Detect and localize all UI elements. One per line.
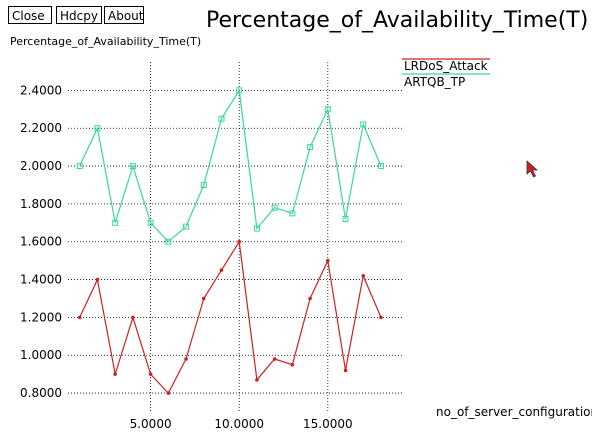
y-tick-label: 1.6000 — [20, 235, 62, 249]
y-tick-label: 0.8000 — [20, 386, 62, 400]
data-point-lrdos-attack — [237, 240, 241, 244]
data-point-lrdos-attack — [379, 316, 383, 320]
data-point-lrdos-attack — [131, 316, 135, 320]
grid-lines — [68, 62, 404, 412]
data-point-lrdos-attack — [220, 268, 224, 272]
data-point-lrdos-attack — [149, 372, 153, 376]
data-point-lrdos-attack — [308, 297, 312, 301]
x-tick-label: 10.0000 — [214, 417, 264, 431]
y-tick-label: 2.0000 — [20, 159, 62, 173]
data-point-lrdos-attack — [113, 372, 117, 376]
data-point-lrdos-attack — [361, 274, 365, 278]
data-point-lrdos-attack — [326, 259, 330, 263]
data-point-lrdos-attack — [273, 357, 277, 361]
data-point-lrdos-attack — [255, 378, 259, 382]
y-tick-label: 1.4000 — [20, 273, 62, 287]
y-tick-labels: 0.8000 1.0000 1.2000 1.4000 1.6000 1.8000 2.00… — [20, 83, 62, 400]
data-point-lrdos-attack — [184, 357, 188, 361]
legend-label: ARTQB_TP — [404, 75, 465, 89]
x-tick-label: 5.0000 — [130, 417, 172, 431]
legend: LRDoS_Attack ARTQB_TP — [402, 59, 490, 89]
x-tick-labels: 5.0000 10.0000 15.0000 — [130, 417, 353, 431]
data-point-lrdos-attack — [202, 297, 206, 301]
y-tick-label: 2.2000 — [20, 121, 62, 135]
y-tick-label: 2.4000 — [20, 83, 62, 97]
data-point-lrdos-attack — [344, 369, 348, 373]
legend-label: LRDoS_Attack — [404, 59, 488, 73]
x-tick-label: 15.0000 — [303, 417, 353, 431]
y-tick-label: 1.2000 — [20, 310, 62, 324]
data-point-lrdos-attack — [291, 363, 295, 367]
y-tick-label: 1.8000 — [20, 197, 62, 211]
mouse-cursor-icon — [526, 160, 542, 180]
data-point-lrdos-attack — [78, 316, 82, 320]
data-point-lrdos-attack — [96, 278, 100, 282]
y-tick-label: 1.0000 — [20, 348, 62, 362]
data-point-lrdos-attack — [167, 391, 171, 395]
